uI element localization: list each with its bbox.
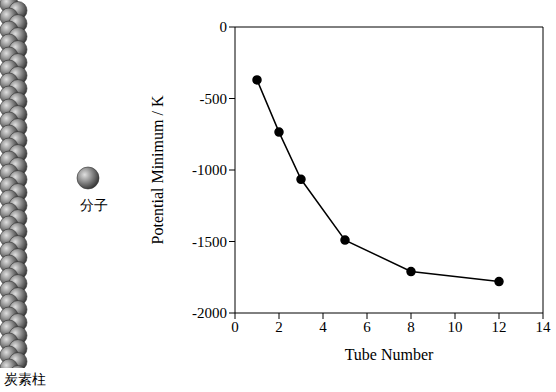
svg-text:12: 12 (492, 319, 507, 335)
svg-text:炭素柱: 炭素柱 (4, 371, 46, 387)
svg-text:Potential Minimum / K: Potential Minimum / K (150, 95, 166, 244)
svg-text:Tube Number: Tube Number (345, 346, 434, 363)
svg-text:-1500: -1500 (192, 234, 227, 250)
svg-text:0: 0 (231, 319, 239, 335)
svg-text:-500: -500 (200, 91, 228, 107)
svg-text:4: 4 (319, 319, 327, 335)
svg-text:-1000: -1000 (192, 162, 227, 178)
svg-text:分子: 分子 (80, 197, 108, 213)
svg-text:14: 14 (536, 319, 552, 335)
svg-text:10: 10 (448, 319, 463, 335)
svg-text:0: 0 (220, 19, 228, 35)
svg-text:-2000: -2000 (192, 305, 227, 321)
svg-text:2: 2 (275, 319, 283, 335)
svg-text:8: 8 (407, 319, 415, 335)
svg-text:6: 6 (363, 319, 371, 335)
